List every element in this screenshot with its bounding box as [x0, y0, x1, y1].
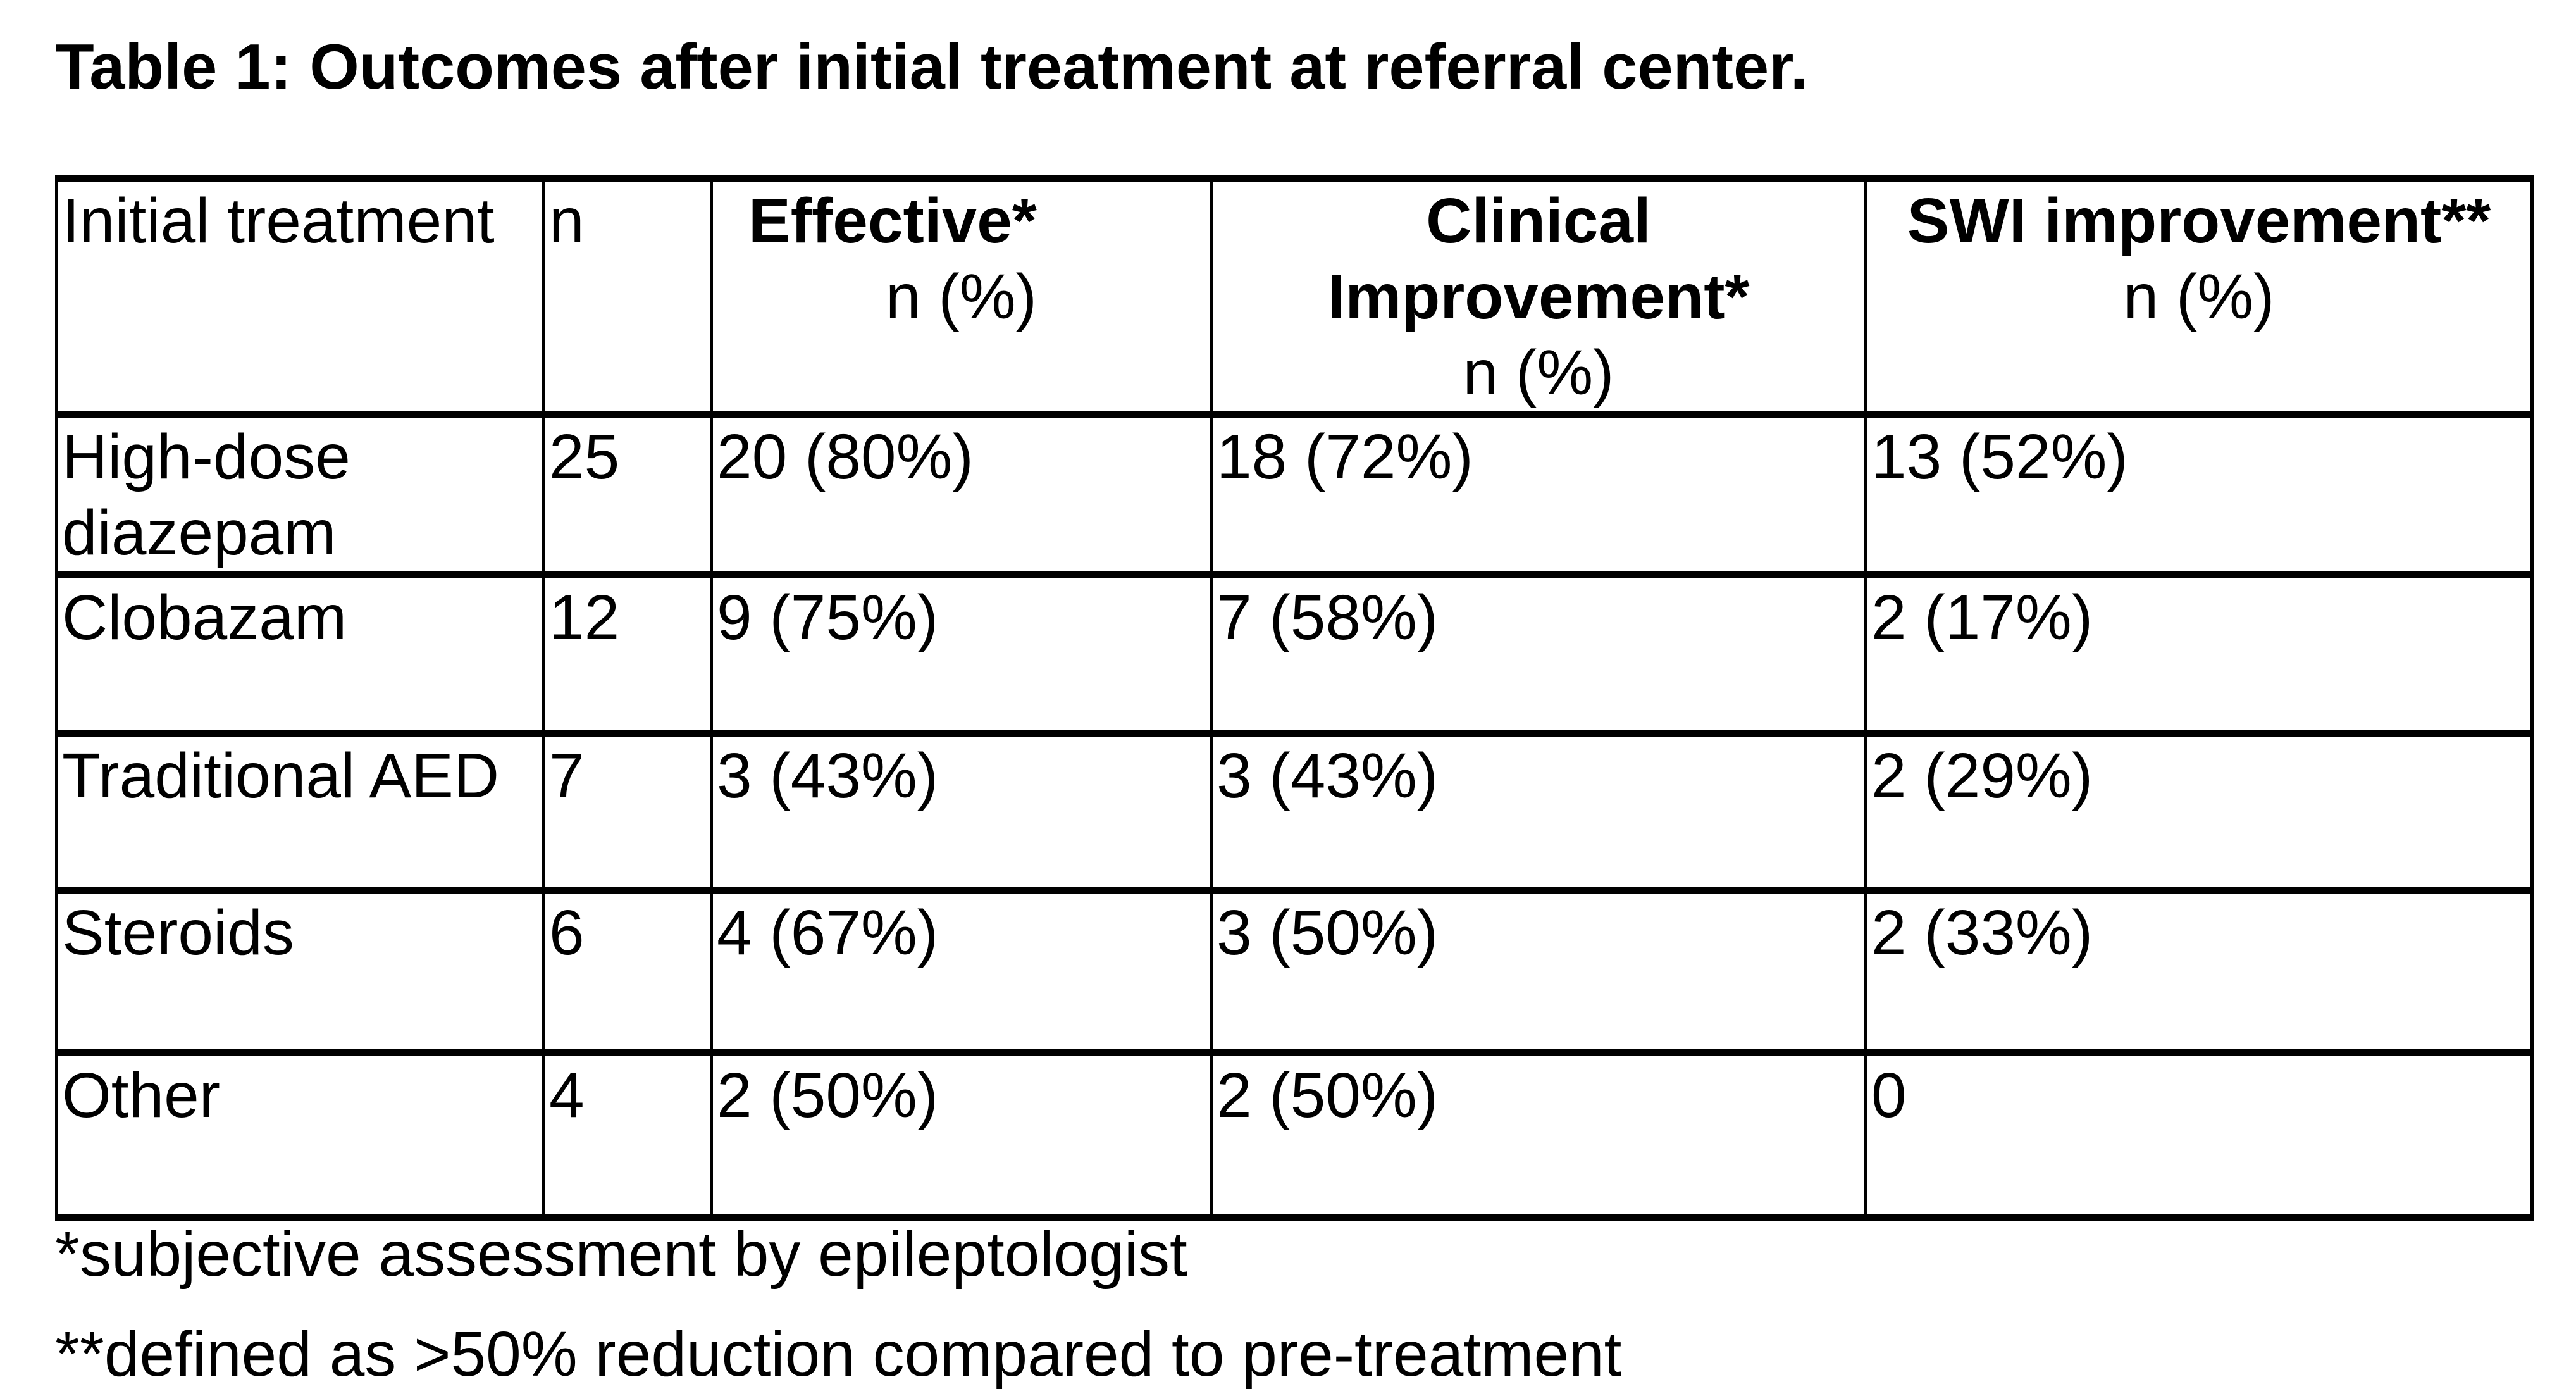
- cell-treatment: High-dose diazepam: [55, 411, 545, 578]
- cell-swi: 0: [1864, 1049, 2534, 1221]
- col-header-swi-improvement-subheader: n (%): [2123, 261, 2275, 332]
- col-header-effective-subheader: n (%): [886, 261, 1037, 332]
- col-header-clinical-improvement: Clinical Improvement* n (%): [1210, 175, 1867, 418]
- cell-swi: 13 (52%): [1864, 411, 2534, 578]
- cell-effective: 9 (75%): [710, 571, 1213, 737]
- cell-n: 12: [542, 571, 713, 737]
- cell-treatment: Traditional AED: [55, 730, 545, 894]
- cell-treatment: Steroids: [55, 887, 545, 1056]
- cell-clinical: 3 (43%): [1210, 730, 1867, 894]
- footnote-subjective-assessment: *subjective assessment by epileptologist: [55, 1219, 1187, 1290]
- cell-effective: 2 (50%): [710, 1049, 1213, 1221]
- cell-clinical: 7 (58%): [1210, 571, 1867, 737]
- cell-n: 7: [542, 730, 713, 894]
- cell-clinical: 3 (50%): [1210, 887, 1867, 1056]
- col-header-clinical-improvement-label: Clinical Improvement*: [1327, 185, 1750, 332]
- cell-n: 4: [542, 1049, 713, 1221]
- cell-n: 25: [542, 411, 713, 578]
- cell-swi: 2 (17%): [1864, 571, 2534, 737]
- col-header-n-label: n: [549, 185, 585, 256]
- col-header-n: n: [542, 175, 713, 418]
- cell-clinical: 2 (50%): [1210, 1049, 1867, 1221]
- col-header-initial-treatment-label: Initial treatment: [62, 185, 495, 256]
- cell-effective: 20 (80%): [710, 411, 1213, 578]
- col-header-swi-improvement-label: SWI improvement**: [1907, 185, 2491, 256]
- table-row: Steroids 6 4 (67%) 3 (50%) 2 (33%): [55, 887, 2534, 1056]
- table-row: High-dose diazepam 25 20 (80%) 18 (72%) …: [55, 411, 2534, 578]
- table-row: Other 4 2 (50%) 2 (50%) 0: [55, 1049, 2534, 1221]
- table-title: Table 1: Outcomes after initial treatmen…: [55, 32, 1808, 103]
- cell-treatment: Other: [55, 1049, 545, 1221]
- cell-swi: 2 (29%): [1864, 730, 2534, 894]
- cell-n: 6: [542, 887, 713, 1056]
- table-row: Traditional AED 7 3 (43%) 3 (43%) 2 (29%…: [55, 730, 2534, 894]
- cell-effective: 4 (67%): [710, 887, 1213, 1056]
- col-header-clinical-improvement-subheader: n (%): [1463, 337, 1614, 408]
- cell-treatment: Clobazam: [55, 571, 545, 737]
- outcomes-table: Initial treatment n Effective* n (%) Cli…: [55, 175, 2534, 1221]
- cell-effective: 3 (43%): [710, 730, 1213, 894]
- table-header-row: Initial treatment n Effective* n (%) Cli…: [55, 175, 2534, 418]
- col-header-effective-label: Effective*: [748, 185, 1037, 256]
- col-header-effective: Effective* n (%): [710, 175, 1213, 418]
- col-header-swi-improvement: SWI improvement** n (%): [1864, 175, 2534, 418]
- footnote-swi-definition: **defined as >50% reduction compared to …: [55, 1319, 1622, 1390]
- table-row: Clobazam 12 9 (75%) 7 (58%) 2 (17%): [55, 571, 2534, 737]
- cell-swi: 2 (33%): [1864, 887, 2534, 1056]
- col-header-initial-treatment: Initial treatment: [55, 175, 545, 418]
- cell-clinical: 18 (72%): [1210, 411, 1867, 578]
- table-footnotes: *subjective assessment by epileptologist…: [55, 1216, 1621, 1392]
